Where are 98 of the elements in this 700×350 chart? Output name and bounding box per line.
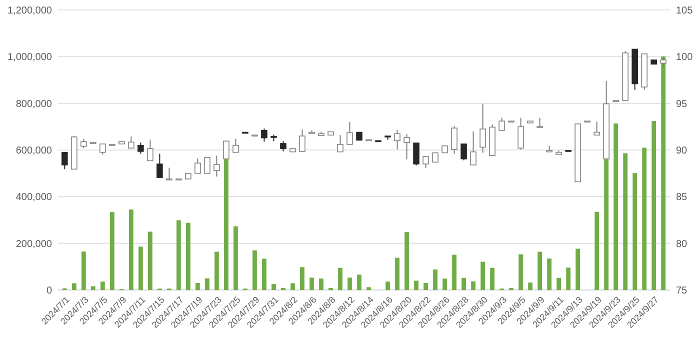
candlestick [394,129,400,150]
candlestick [62,152,68,170]
candlestick [128,136,134,149]
bar [480,262,485,290]
y2-tick-label: 95 [676,98,688,110]
y-tick-label: 1,200,000 [8,6,52,16]
candlestick [223,140,230,160]
y-tick-label: 600,000 [16,146,52,156]
bar [661,56,666,290]
bar [338,268,342,290]
candlestick [156,153,163,178]
y-tick-label: 200,000 [16,238,52,250]
candlestick [346,122,353,145]
candlestick [451,126,458,154]
bar [138,246,143,290]
bar [395,258,400,290]
bar [100,282,105,290]
candlestick [536,117,543,128]
bar [214,252,219,290]
candlestick [337,134,344,152]
candlestick [100,143,106,156]
candlestick [147,139,154,162]
bar [614,123,618,290]
bar [148,232,152,290]
candlestick [594,121,600,136]
candlestick [404,134,410,160]
bar [632,173,638,290]
y2-tick-label: 105 [676,6,694,16]
bar [623,153,628,290]
bar [404,232,409,290]
y-tick-label: 400,000 [16,192,52,204]
candlestick [299,128,306,152]
candlestick [660,56,666,68]
y2-tick-label: 100 [676,52,694,64]
candlestick [518,117,524,150]
bar [262,258,266,290]
candlestick [460,143,467,161]
bar [348,278,352,290]
y-tick-label: 800,000 [16,98,52,110]
bar [319,278,324,290]
bar [176,220,181,290]
bar [594,212,600,290]
bar [462,278,466,290]
bar [518,254,523,290]
candlestick [432,152,438,163]
y2-tick-label: 85 [676,192,688,204]
bar [566,268,571,290]
bar [490,268,494,290]
candlestick [413,142,420,166]
bar [234,226,238,290]
bar [357,274,362,290]
candlestick [80,138,87,149]
bar [442,278,447,290]
bar [433,269,438,290]
bar [556,278,562,290]
candlestick [138,142,144,154]
bar [471,281,476,290]
candlestick [498,117,505,131]
bar [310,278,314,290]
bar [290,283,295,290]
bar [205,278,210,290]
bar [386,282,390,290]
y-tick-label: 1,000,000 [8,52,52,64]
candlestick [204,157,210,174]
bar [224,158,228,290]
candlestick [214,155,220,178]
y-tick-label: 0 [46,286,52,296]
bar [414,280,418,290]
bar [252,250,257,290]
y2-tick-label: 75 [676,286,688,296]
bar [272,284,276,290]
bar [528,282,533,290]
y2-tick-label: 90 [676,146,688,156]
candlestick [422,156,429,169]
bar [81,252,86,290]
candlestick [166,167,172,180]
bar [110,212,114,290]
bar [538,252,542,290]
bar [424,283,428,290]
bar [128,210,134,290]
bar [72,283,76,290]
candlestick [480,103,486,154]
bar [186,222,190,290]
bar [366,287,371,290]
candlestick [261,128,268,142]
candlestick [280,140,286,152]
bar [547,258,552,290]
bar [300,267,304,290]
bar [652,121,656,290]
bar [452,254,456,290]
candlestick [232,138,239,153]
y2-tick-label: 80 [676,238,688,250]
candlestick [194,158,201,174]
bar [576,248,580,290]
bar [642,148,647,290]
candlestick [470,130,476,166]
bar [195,283,200,290]
bar [90,286,96,290]
